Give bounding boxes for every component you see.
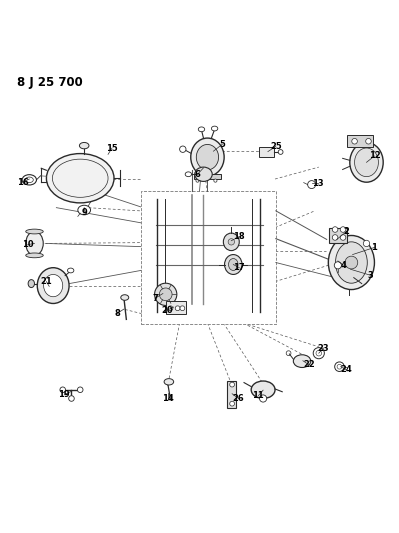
Ellipse shape — [328, 236, 374, 289]
Text: 7: 7 — [152, 294, 158, 303]
Circle shape — [259, 395, 267, 402]
Circle shape — [278, 150, 283, 155]
Ellipse shape — [22, 175, 36, 185]
Circle shape — [340, 227, 346, 232]
Text: 26: 26 — [233, 394, 244, 403]
Text: 3: 3 — [367, 271, 373, 280]
Text: 13: 13 — [312, 179, 324, 188]
Bar — [166, 302, 186, 314]
Text: 1: 1 — [371, 243, 377, 252]
Ellipse shape — [121, 295, 129, 300]
Ellipse shape — [196, 144, 219, 170]
Text: 8: 8 — [115, 309, 120, 318]
Text: 20: 20 — [161, 306, 173, 315]
Circle shape — [340, 235, 346, 240]
Ellipse shape — [46, 154, 114, 203]
Ellipse shape — [26, 229, 43, 234]
Circle shape — [286, 351, 291, 356]
Ellipse shape — [225, 255, 242, 274]
Ellipse shape — [37, 268, 69, 303]
Text: 16: 16 — [17, 177, 28, 187]
Ellipse shape — [43, 274, 63, 297]
Circle shape — [335, 362, 344, 372]
Bar — [227, 381, 236, 408]
Text: 24: 24 — [341, 366, 352, 374]
Circle shape — [180, 146, 186, 152]
Circle shape — [159, 288, 172, 301]
Bar — [259, 147, 274, 157]
Text: 11: 11 — [253, 391, 264, 400]
Circle shape — [313, 348, 324, 359]
Bar — [329, 228, 347, 243]
Circle shape — [214, 179, 217, 182]
Circle shape — [316, 350, 322, 356]
Text: 25: 25 — [270, 142, 282, 151]
Circle shape — [175, 306, 180, 311]
Ellipse shape — [28, 280, 34, 288]
Text: 6: 6 — [195, 169, 200, 179]
Ellipse shape — [26, 231, 43, 255]
Circle shape — [230, 401, 235, 406]
Text: 18: 18 — [233, 232, 245, 241]
Circle shape — [345, 256, 358, 269]
Circle shape — [230, 382, 235, 387]
Ellipse shape — [26, 253, 43, 258]
Ellipse shape — [336, 242, 367, 283]
Circle shape — [154, 283, 177, 305]
Ellipse shape — [350, 142, 383, 182]
Ellipse shape — [26, 177, 33, 183]
Ellipse shape — [251, 381, 275, 399]
Text: 19: 19 — [59, 390, 70, 399]
Text: 12: 12 — [369, 151, 380, 160]
Circle shape — [332, 227, 338, 232]
Ellipse shape — [211, 126, 218, 131]
Ellipse shape — [78, 205, 91, 215]
Text: 21: 21 — [41, 277, 52, 286]
Ellipse shape — [195, 167, 212, 181]
Ellipse shape — [293, 355, 311, 367]
Circle shape — [168, 306, 173, 311]
Ellipse shape — [229, 259, 238, 270]
Circle shape — [332, 235, 338, 240]
Bar — [194, 174, 221, 179]
Text: 14: 14 — [162, 394, 174, 403]
Ellipse shape — [191, 138, 224, 176]
Bar — [141, 191, 276, 324]
Circle shape — [196, 179, 199, 182]
Circle shape — [77, 387, 83, 392]
Text: 15: 15 — [106, 143, 118, 152]
Text: 4: 4 — [340, 261, 346, 270]
Circle shape — [180, 306, 185, 311]
Text: 2: 2 — [344, 227, 350, 236]
Text: 17: 17 — [233, 263, 245, 272]
Text: 8 J 25 700: 8 J 25 700 — [17, 76, 82, 88]
Circle shape — [60, 387, 65, 392]
Circle shape — [337, 365, 342, 369]
Ellipse shape — [67, 268, 74, 273]
Circle shape — [228, 239, 235, 245]
Circle shape — [334, 262, 342, 269]
Bar — [348, 135, 373, 147]
Circle shape — [69, 395, 74, 401]
Text: 23: 23 — [318, 343, 329, 352]
Ellipse shape — [223, 233, 239, 251]
Ellipse shape — [198, 127, 205, 132]
Ellipse shape — [164, 378, 174, 385]
Circle shape — [352, 139, 358, 144]
Ellipse shape — [79, 142, 89, 149]
Text: 5: 5 — [219, 140, 225, 149]
Ellipse shape — [355, 148, 378, 176]
Ellipse shape — [52, 159, 108, 197]
Circle shape — [308, 181, 316, 189]
Text: 10: 10 — [22, 240, 34, 249]
Ellipse shape — [185, 172, 192, 176]
Text: 22: 22 — [303, 360, 315, 369]
Circle shape — [366, 139, 371, 144]
Text: 9: 9 — [82, 208, 88, 217]
Circle shape — [363, 240, 370, 247]
